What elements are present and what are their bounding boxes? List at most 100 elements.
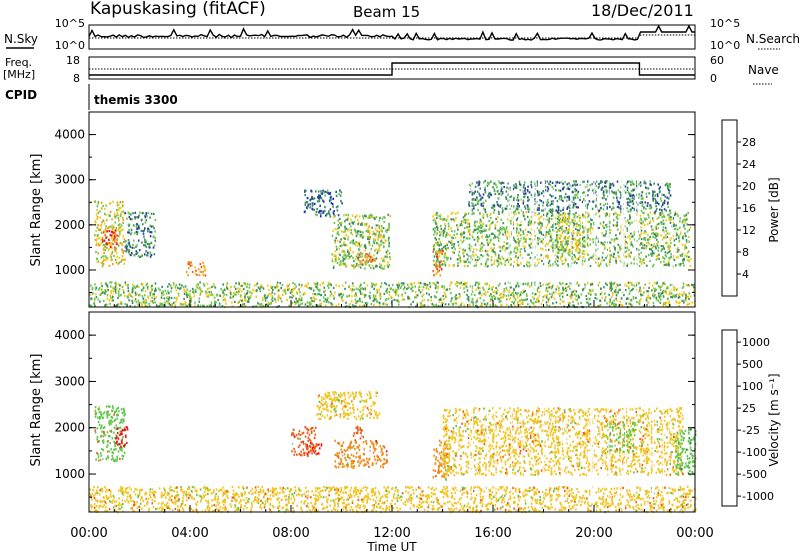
heatmap-cell bbox=[656, 254, 659, 257]
heatmap-cell bbox=[325, 191, 328, 194]
heatmap-cell bbox=[430, 296, 432, 299]
heatmap-cell bbox=[556, 242, 559, 245]
heatmap-cell bbox=[372, 294, 375, 297]
heatmap-cell bbox=[386, 253, 388, 256]
heatmap-cell bbox=[391, 283, 394, 287]
heatmap-cell bbox=[540, 231, 543, 234]
heatmap-cell bbox=[628, 180, 630, 183]
heatmap-cell bbox=[508, 282, 511, 285]
heatmap-cell bbox=[570, 200, 573, 203]
heatmap-cell bbox=[469, 249, 472, 252]
heatmap-cell bbox=[609, 183, 612, 186]
heatmap-cell bbox=[639, 286, 641, 289]
heatmap-cell bbox=[506, 289, 508, 292]
heatmap-cell bbox=[436, 260, 438, 263]
heatmap-cell bbox=[190, 296, 193, 299]
heatmap-cell bbox=[663, 193, 665, 197]
heatmap-cell bbox=[518, 244, 520, 247]
heatmap-cell bbox=[435, 233, 438, 236]
heatmap-cell bbox=[327, 212, 330, 215]
heatmap-cell bbox=[438, 238, 440, 241]
heatmap-cell bbox=[199, 281, 201, 284]
heatmap-cell bbox=[509, 296, 512, 299]
heatmap-cell bbox=[552, 246, 554, 249]
heatmap-cell bbox=[636, 288, 638, 291]
heatmap-cell bbox=[542, 213, 545, 216]
heatmap-cell bbox=[681, 243, 684, 247]
heatmap-cell bbox=[664, 184, 667, 187]
heatmap-cell bbox=[517, 292, 519, 295]
heatmap-cell bbox=[639, 297, 642, 301]
heatmap-cell bbox=[292, 288, 294, 291]
heatmap-cell bbox=[383, 234, 385, 237]
heatmap-cell bbox=[618, 256, 620, 259]
heatmap-cell bbox=[646, 304, 648, 307]
heatmap-cell bbox=[499, 250, 502, 253]
heatmap-cell bbox=[482, 255, 484, 258]
heatmap-cell bbox=[389, 215, 391, 218]
heatmap-cell bbox=[313, 202, 316, 205]
heatmap-cell bbox=[378, 304, 381, 307]
heatmap-cell bbox=[354, 216, 357, 219]
heatmap-cell bbox=[369, 291, 371, 294]
heatmap-cell bbox=[262, 299, 264, 302]
heatmap-cell bbox=[382, 241, 384, 244]
heatmap-cell bbox=[111, 247, 113, 250]
heatmap-cell bbox=[336, 209, 339, 212]
heatmap-cell bbox=[101, 291, 104, 294]
heatmap-cell bbox=[682, 285, 685, 288]
heatmap-cell bbox=[115, 261, 118, 264]
heatmap-cell bbox=[503, 227, 505, 230]
heatmap-cell bbox=[538, 223, 540, 226]
heatmap-cell bbox=[661, 202, 664, 205]
heatmap-cell bbox=[516, 282, 519, 286]
heatmap-cell bbox=[113, 240, 116, 243]
heatmap-cell bbox=[318, 194, 320, 197]
heatmap-cell bbox=[503, 245, 506, 248]
heatmap-cell bbox=[440, 260, 443, 263]
heatmap-cell bbox=[221, 305, 224, 308]
heatmap-cell bbox=[100, 282, 102, 285]
heatmap-cell bbox=[641, 201, 644, 204]
heatmap-cell bbox=[666, 185, 669, 188]
heatmap-cell bbox=[378, 232, 381, 235]
heatmap-cell bbox=[612, 282, 615, 285]
heatmap-cell bbox=[338, 293, 340, 296]
heatmap-cell bbox=[615, 291, 617, 294]
heatmap-cell bbox=[597, 186, 600, 189]
heatmap-cell bbox=[387, 265, 389, 269]
heatmap-cell bbox=[335, 304, 337, 307]
heatmap-cell bbox=[112, 287, 115, 290]
heatmap-cell bbox=[655, 231, 658, 234]
heatmap-cell bbox=[352, 284, 355, 288]
heatmap-cell bbox=[450, 227, 452, 230]
heatmap-cell bbox=[515, 254, 517, 258]
heatmap-cell bbox=[96, 260, 98, 263]
heatmap-cell bbox=[556, 182, 558, 185]
heatmap-cell bbox=[616, 199, 619, 202]
heatmap-cell bbox=[504, 249, 506, 252]
heatmap-cell bbox=[328, 199, 331, 202]
heatmap-cell bbox=[685, 284, 688, 287]
heatmap-cell bbox=[693, 289, 695, 292]
heatmap-cell bbox=[647, 294, 650, 297]
heatmap-cell bbox=[135, 225, 138, 228]
heatmap-cell bbox=[492, 186, 494, 189]
heatmap-cell bbox=[664, 282, 666, 285]
heatmap-cell bbox=[579, 225, 581, 228]
heatmap-cell bbox=[364, 223, 366, 226]
heatmap-cell bbox=[524, 238, 527, 241]
heatmap-cell bbox=[381, 267, 384, 270]
heatmap-cell bbox=[556, 240, 559, 243]
heatmap-cell bbox=[103, 212, 106, 215]
heatmap-cell bbox=[533, 198, 536, 201]
heatmap-cell bbox=[344, 237, 346, 240]
heatmap-cell bbox=[648, 192, 650, 195]
heatmap-cell bbox=[536, 184, 538, 187]
heatmap-cell bbox=[524, 250, 526, 253]
heatmap-cell bbox=[629, 221, 631, 224]
heatmap-cell bbox=[634, 256, 636, 259]
heatmap-cell bbox=[288, 304, 290, 307]
heatmap-cell bbox=[583, 230, 585, 233]
heatmap-cell bbox=[359, 263, 362, 266]
